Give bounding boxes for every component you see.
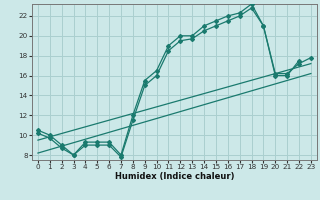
X-axis label: Humidex (Indice chaleur): Humidex (Indice chaleur) <box>115 172 234 181</box>
